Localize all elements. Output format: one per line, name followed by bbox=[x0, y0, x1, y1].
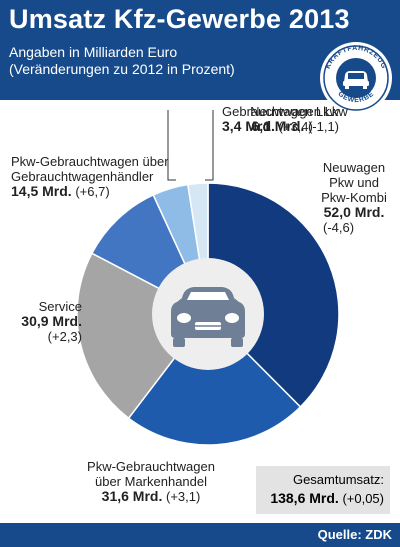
total-box: Gesamtumsatz: 138,6 Mrd. (+0,05) bbox=[256, 466, 390, 514]
kfz-gewerbe-logo: KRAFTFAHRZEUG GEWERBE bbox=[320, 42, 392, 114]
label-change: (-1,1) bbox=[307, 119, 339, 134]
label-name-line-2: Pkw und bbox=[329, 175, 379, 190]
label-name: Service bbox=[38, 299, 82, 314]
label-change: (+3,4) bbox=[278, 119, 313, 134]
label-value: 6,1 Mrd. bbox=[251, 118, 305, 134]
car-icon bbox=[171, 287, 245, 347]
label-change: (+2,3) bbox=[47, 329, 82, 344]
source-note: Quelle: ZDK bbox=[317, 527, 392, 542]
subtitle-line-2: (Veränderungen zu 2012 in Prozent) bbox=[9, 61, 235, 77]
header-band: Umsatz Kfz-Gewerbe 2013 Angaben in Milli… bbox=[0, 0, 400, 100]
label-change: (+6,7) bbox=[75, 184, 110, 199]
leader-lines bbox=[167, 110, 214, 181]
label-change: (-4,6) bbox=[323, 220, 355, 235]
total-value: 138,6 Mrd. bbox=[270, 490, 339, 506]
label-name-line-1: Neuwagen bbox=[322, 160, 386, 175]
chart-title: Umsatz Kfz-Gewerbe 2013 bbox=[9, 4, 350, 34]
label-service: Service 30,9 Mrd. (+2,3) bbox=[21, 299, 82, 344]
chart-subtitle: Angaben in Milliarden Euro (Veränderunge… bbox=[9, 44, 235, 78]
label-name-line-1: Pkw-Gebrauchtwagen bbox=[87, 459, 215, 474]
label-value: 31,6 Mrd. bbox=[101, 488, 163, 504]
total-change: (+0,05) bbox=[342, 491, 384, 506]
pie-slice-0 bbox=[207, 182, 340, 408]
label-value: 52,0 Mrd. bbox=[323, 204, 385, 220]
label-neuwagen-lkw: Neuwagen Lkw 6,1 Mrd. (-1,1) bbox=[250, 104, 339, 134]
label-value: 14,5 Mrd. bbox=[11, 183, 72, 199]
footer-band: Quelle: ZDK bbox=[0, 523, 400, 547]
label-pkw-gebrauchtwagen-marken: Pkw-Gebrauchtwagen über Markenhandel 31,… bbox=[66, 459, 236, 504]
pie-slice-1 bbox=[127, 312, 302, 446]
label-gebrauchtwagen-lkw: Gebrauchtwagen Lkw 3,4 Mrd. (+3,4) bbox=[222, 104, 348, 134]
subtitle-line-1: Angaben in Milliarden Euro bbox=[9, 44, 178, 60]
label-value: 3,4 Mrd. bbox=[222, 118, 275, 134]
total-label: Gesamtumsatz: bbox=[292, 472, 384, 487]
pie-slice-2 bbox=[76, 252, 210, 420]
label-name: Neuwagen Lkw bbox=[250, 104, 339, 119]
label-name-line-2: über Markenhandel bbox=[94, 474, 208, 489]
label-name-line-1: Pkw-Gebrauchtwagen über bbox=[11, 154, 169, 169]
label-name: Gebrauchtwagen Lkw bbox=[222, 104, 348, 119]
label-name-line-2: Gebrauchtwagenhändler bbox=[11, 169, 154, 184]
leader-neuwagen-lkw bbox=[167, 110, 176, 181]
label-change: (+3,1) bbox=[166, 489, 201, 504]
label-pkw-gebrauchtwagen-haendler: Pkw-Gebrauchtwagen über Gebrauchtwagenhä… bbox=[11, 154, 169, 199]
label-name-line-3: Pkw-Kombi bbox=[321, 190, 387, 205]
leader-gebrauchtwagen-lkw bbox=[205, 110, 214, 181]
label-value: 30,9 Mrd. bbox=[21, 313, 82, 329]
label-neuwagen-pkw: Neuwagen Pkw und Pkw-Kombi 52,0 Mrd. (-4… bbox=[313, 160, 395, 235]
